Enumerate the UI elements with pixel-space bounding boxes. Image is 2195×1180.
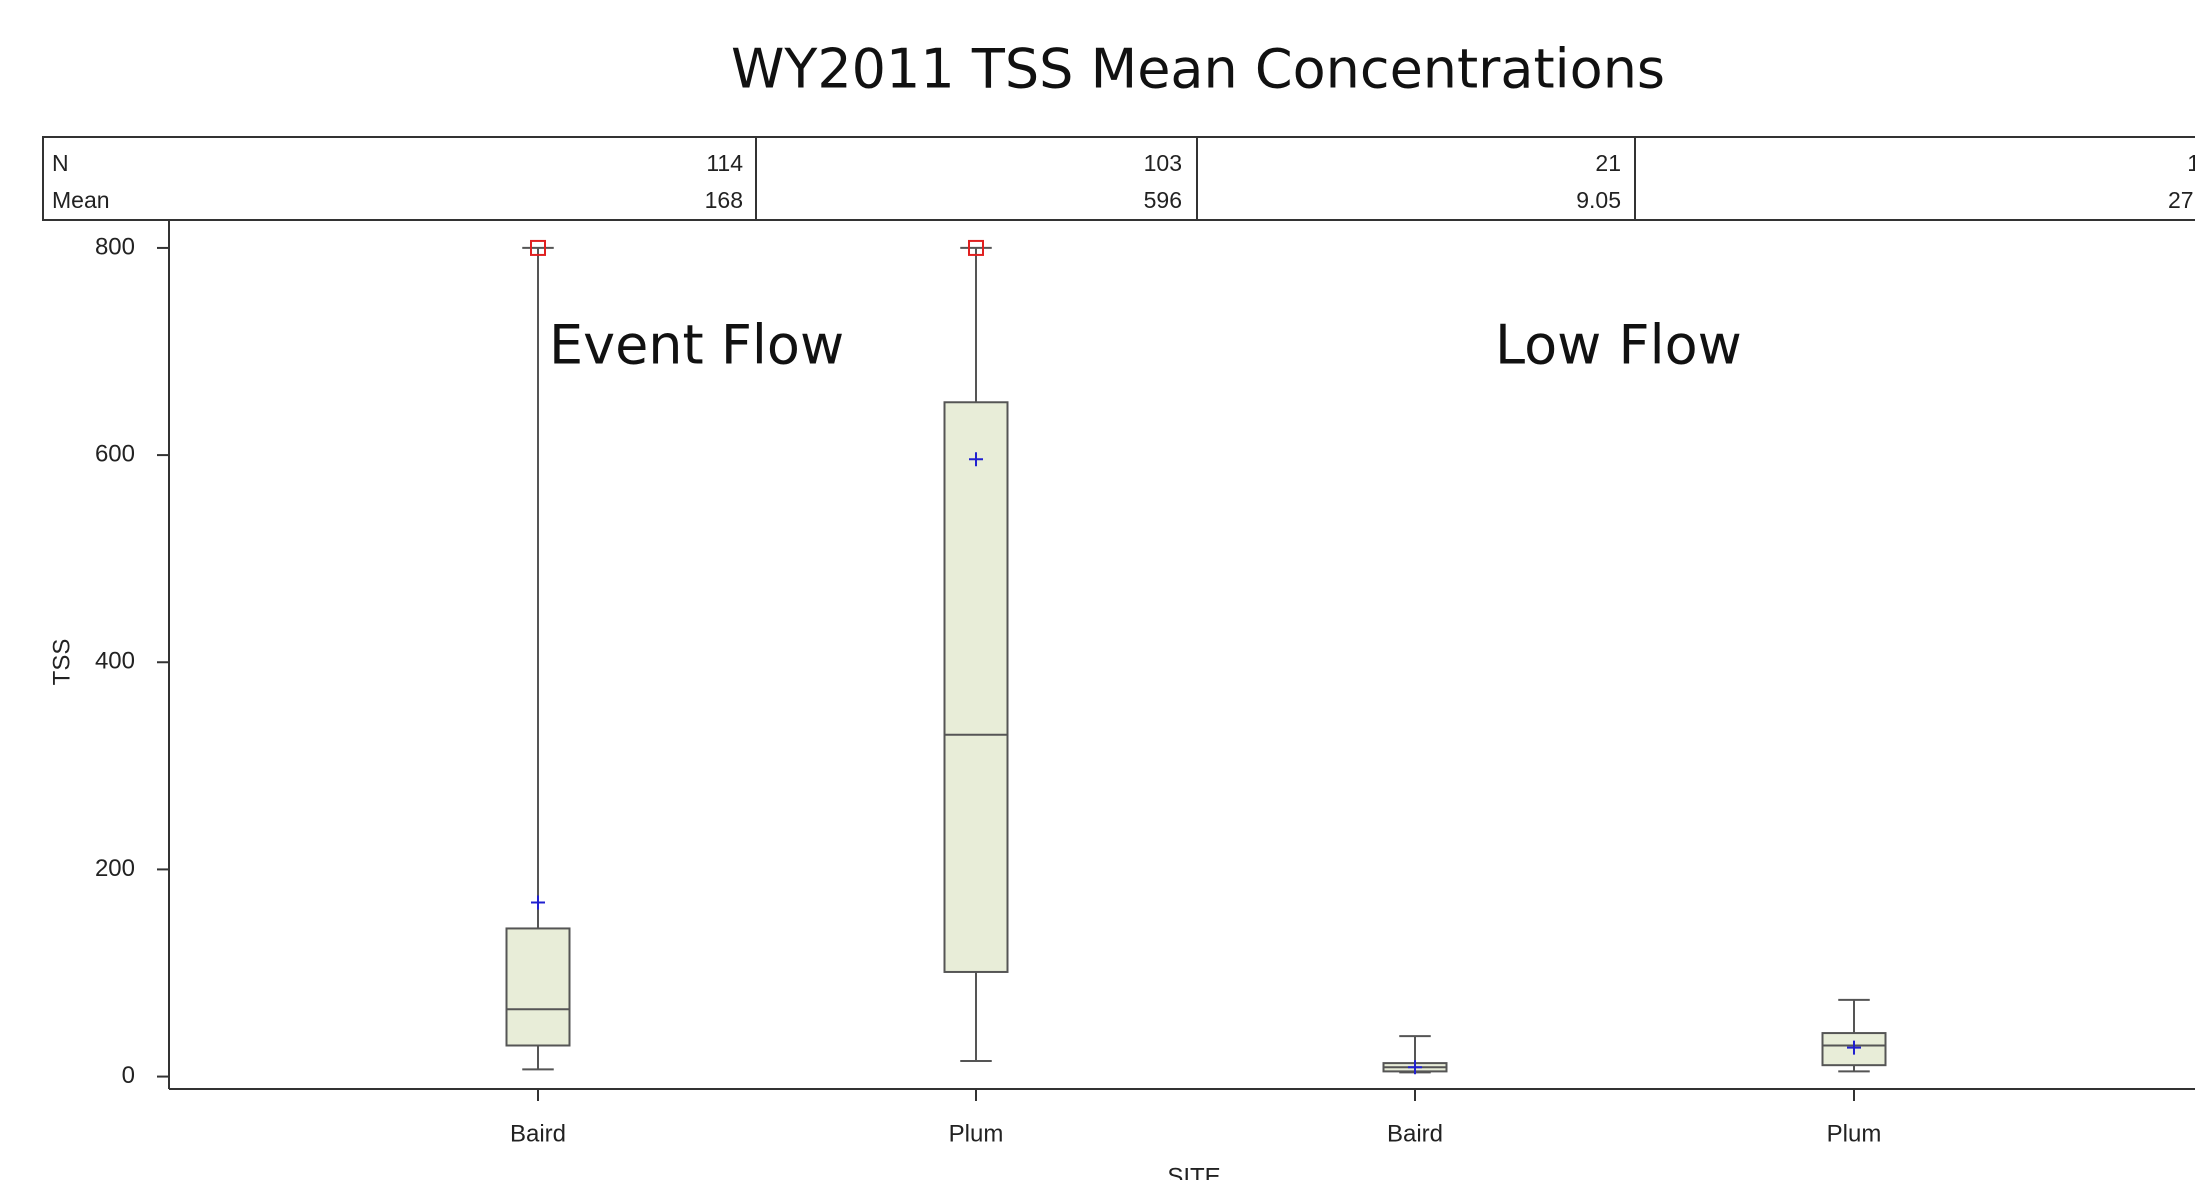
x-tick-label: Plum bbox=[1827, 1120, 1882, 1147]
mean-marker bbox=[1408, 1060, 1422, 1075]
table-cell: 168 bbox=[705, 187, 743, 213]
annotation: Event Flow bbox=[549, 314, 844, 377]
box bbox=[943, 401, 1009, 973]
table-cell: 21 bbox=[1595, 150, 1621, 176]
mean-marker bbox=[969, 452, 983, 467]
x-tick-label: Baird bbox=[1387, 1120, 1443, 1147]
y-tick-label: 800 bbox=[95, 233, 135, 260]
annotation: Low Flow bbox=[1495, 314, 1742, 377]
mean-marker bbox=[531, 895, 545, 910]
y-tick-label: 200 bbox=[95, 855, 135, 882]
y-axis-label: TSS bbox=[48, 639, 75, 686]
x-axis-label: SITE bbox=[1167, 1163, 1220, 1180]
table-cell: 103 bbox=[1144, 150, 1182, 176]
y-tick-label: 400 bbox=[95, 648, 135, 675]
table-cell: 114 bbox=[706, 150, 743, 176]
table-cell: 9.05 bbox=[1576, 187, 1621, 213]
table-cell: Mean bbox=[52, 187, 110, 213]
outlier bbox=[968, 239, 984, 256]
outlier bbox=[530, 239, 546, 256]
x-tick-label: Plum bbox=[949, 1120, 1004, 1147]
table-cell: 1 bbox=[2187, 150, 2195, 176]
box bbox=[505, 927, 571, 1047]
x-tick-label: Baird bbox=[510, 1120, 566, 1147]
y-tick-label: 0 bbox=[122, 1062, 135, 1089]
y-tick-label: 600 bbox=[95, 440, 135, 467]
stats-table bbox=[42, 136, 2195, 221]
mean-marker bbox=[1847, 1040, 1861, 1055]
table-cell: 27. bbox=[2168, 187, 2195, 213]
table-cell: N bbox=[52, 150, 69, 176]
table-cell: 596 bbox=[1144, 187, 1182, 213]
chart-title: WY2011 TSS Mean Concentrations bbox=[731, 38, 1665, 101]
